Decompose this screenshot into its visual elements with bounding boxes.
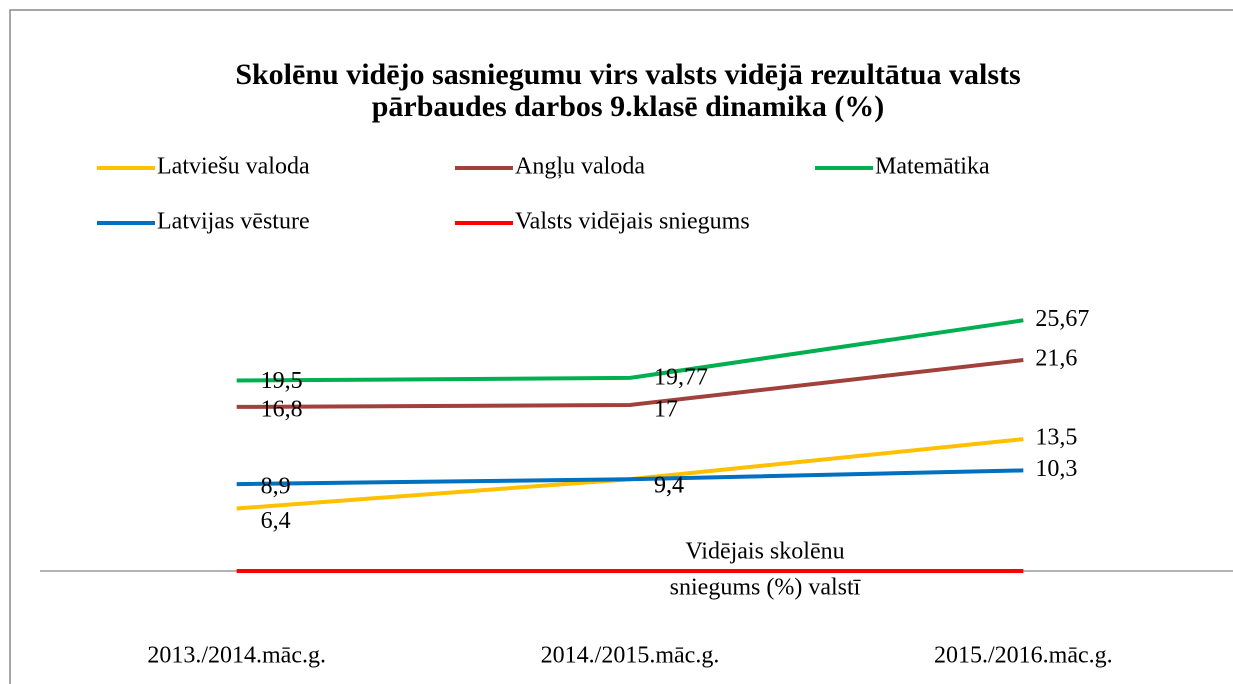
data-label: 8,9 (261, 474, 291, 500)
data-label: 13,5 (1035, 425, 1077, 451)
data-label: 21,6 (1035, 346, 1077, 372)
legend-label: Valsts vidējais sniegums (515, 209, 750, 235)
legend-label: Angļu valoda (515, 154, 645, 180)
data-label: 25,67 (1035, 306, 1089, 332)
x-tick-label: 2015./2016.māc.g. (934, 643, 1113, 669)
data-label: 10,3 (1035, 456, 1077, 482)
data-label: 19,5 (261, 368, 303, 394)
annotation: Vidējais skolēnu (685, 539, 844, 565)
data-label: 9,4 (654, 473, 684, 499)
annotation: sniegums (%) valstī (670, 575, 862, 601)
x-tick-label: 2014./2015.māc.g. (541, 643, 720, 669)
data-label: 19,77 (654, 364, 708, 390)
chart-title: Skolēnu vidējo sasniegumu virs valsts vi… (235, 58, 1020, 91)
data-label: 16,8 (261, 396, 303, 422)
series-line (236, 318, 1024, 383)
data-label: 6,4 (261, 508, 291, 534)
chart-title: pārbaudes darbos 9.klasē dinamika (%) (372, 90, 885, 123)
data-label: 17 (654, 396, 678, 422)
legend-label: Latviešu valoda (157, 154, 310, 180)
legend-label: Latvijas vēsture (157, 209, 310, 235)
series-line (236, 468, 1024, 487)
series-line (236, 358, 1024, 409)
legend-label: Matemātika (875, 154, 990, 180)
x-tick-label: 2013./2014.māc.g. (147, 643, 326, 669)
